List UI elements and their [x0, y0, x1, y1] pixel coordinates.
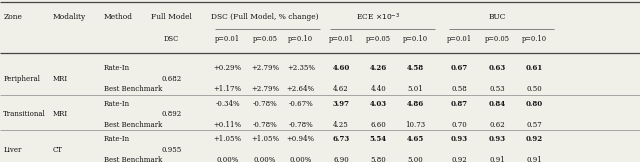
Text: -0.34%: -0.34% [216, 100, 240, 108]
Text: 4.65: 4.65 [407, 135, 424, 143]
Text: Peripheral: Peripheral [3, 75, 40, 83]
Text: 0.93: 0.93 [451, 135, 468, 143]
Text: +0.94%: +0.94% [287, 135, 315, 143]
Text: +1.05%: +1.05% [214, 135, 242, 143]
Text: BUC: BUC [488, 13, 506, 21]
Text: 0.70: 0.70 [452, 121, 467, 129]
Text: p=0.05: p=0.05 [252, 35, 278, 43]
Text: Best Benchmark: Best Benchmark [104, 156, 162, 162]
Text: Liver: Liver [3, 146, 22, 154]
Text: DSC (Full Model, % change): DSC (Full Model, % change) [211, 13, 318, 21]
Text: 0.62: 0.62 [490, 121, 505, 129]
Text: +0.11%: +0.11% [214, 121, 242, 129]
Text: 0.61: 0.61 [526, 64, 543, 72]
Text: 4.60: 4.60 [333, 64, 349, 72]
Text: +0.29%: +0.29% [214, 64, 242, 72]
Text: 5.00: 5.00 [408, 156, 423, 162]
Text: Modality: Modality [52, 13, 86, 21]
Text: 0.57: 0.57 [527, 121, 542, 129]
Text: 4.86: 4.86 [407, 100, 424, 108]
Text: 4.58: 4.58 [407, 64, 424, 72]
Text: 0.00%: 0.00% [290, 156, 312, 162]
Text: Rate-In: Rate-In [104, 135, 130, 143]
Text: Transitional: Transitional [3, 110, 46, 118]
Text: 4.62: 4.62 [333, 85, 349, 93]
Text: 0.91: 0.91 [490, 156, 505, 162]
Text: 0.63: 0.63 [489, 64, 506, 72]
Text: 0.00%: 0.00% [217, 156, 239, 162]
Text: -0.67%: -0.67% [289, 100, 313, 108]
Text: 0.67: 0.67 [451, 64, 468, 72]
Text: 0.955: 0.955 [161, 146, 182, 154]
Text: 0.91: 0.91 [527, 156, 542, 162]
Text: 6.90: 6.90 [333, 156, 349, 162]
Text: 6.73: 6.73 [333, 135, 349, 143]
Text: -0.78%: -0.78% [253, 100, 277, 108]
Text: 0.53: 0.53 [490, 85, 505, 93]
Text: Zone: Zone [3, 13, 22, 21]
Text: 4.40: 4.40 [371, 85, 386, 93]
Text: Best Benchmark: Best Benchmark [104, 85, 162, 93]
Text: 10.73: 10.73 [405, 121, 426, 129]
Text: ECE $\times10^{-3}$: ECE $\times10^{-3}$ [356, 11, 401, 23]
Text: 4.26: 4.26 [370, 64, 387, 72]
Text: p=0.10: p=0.10 [522, 35, 547, 43]
Text: p=0.01: p=0.01 [215, 35, 241, 43]
Text: 0.58: 0.58 [452, 85, 467, 93]
Text: 4.25: 4.25 [333, 121, 349, 129]
Text: 6.60: 6.60 [371, 121, 386, 129]
Text: +1.17%: +1.17% [214, 85, 242, 93]
Text: 0.92: 0.92 [452, 156, 467, 162]
Text: CT: CT [52, 146, 63, 154]
Text: 0.00%: 0.00% [254, 156, 276, 162]
Text: 0.892: 0.892 [161, 110, 182, 118]
Text: p=0.01: p=0.01 [447, 35, 472, 43]
Text: p=0.10: p=0.10 [403, 35, 428, 43]
Text: p=0.01: p=0.01 [328, 35, 354, 43]
Text: Best Benchmark: Best Benchmark [104, 121, 162, 129]
Text: Full Model: Full Model [151, 13, 192, 21]
Text: MRI: MRI [52, 110, 68, 118]
Text: DSC: DSC [164, 35, 179, 43]
Text: -0.78%: -0.78% [289, 121, 313, 129]
Text: Rate-In: Rate-In [104, 100, 130, 108]
Text: +1.05%: +1.05% [251, 135, 279, 143]
Text: +2.64%: +2.64% [287, 85, 315, 93]
Text: 0.84: 0.84 [489, 100, 506, 108]
Text: MRI: MRI [52, 75, 68, 83]
Text: 4.03: 4.03 [370, 100, 387, 108]
Text: Method: Method [104, 13, 132, 21]
Text: 5.54: 5.54 [370, 135, 387, 143]
Text: p=0.10: p=0.10 [288, 35, 314, 43]
Text: 0.92: 0.92 [526, 135, 543, 143]
Text: 5.80: 5.80 [371, 156, 386, 162]
Text: +2.79%: +2.79% [251, 85, 279, 93]
Text: 0.87: 0.87 [451, 100, 468, 108]
Text: p=0.05: p=0.05 [365, 35, 391, 43]
Text: Rate-In: Rate-In [104, 64, 130, 72]
Text: 0.50: 0.50 [527, 85, 542, 93]
Text: 0.93: 0.93 [489, 135, 506, 143]
Text: p=0.05: p=0.05 [484, 35, 510, 43]
Text: 5.01: 5.01 [408, 85, 423, 93]
Text: 0.80: 0.80 [526, 100, 543, 108]
Text: +2.35%: +2.35% [287, 64, 315, 72]
Text: -0.78%: -0.78% [253, 121, 277, 129]
Text: 0.682: 0.682 [161, 75, 182, 83]
Text: +2.79%: +2.79% [251, 64, 279, 72]
Text: 3.97: 3.97 [333, 100, 349, 108]
